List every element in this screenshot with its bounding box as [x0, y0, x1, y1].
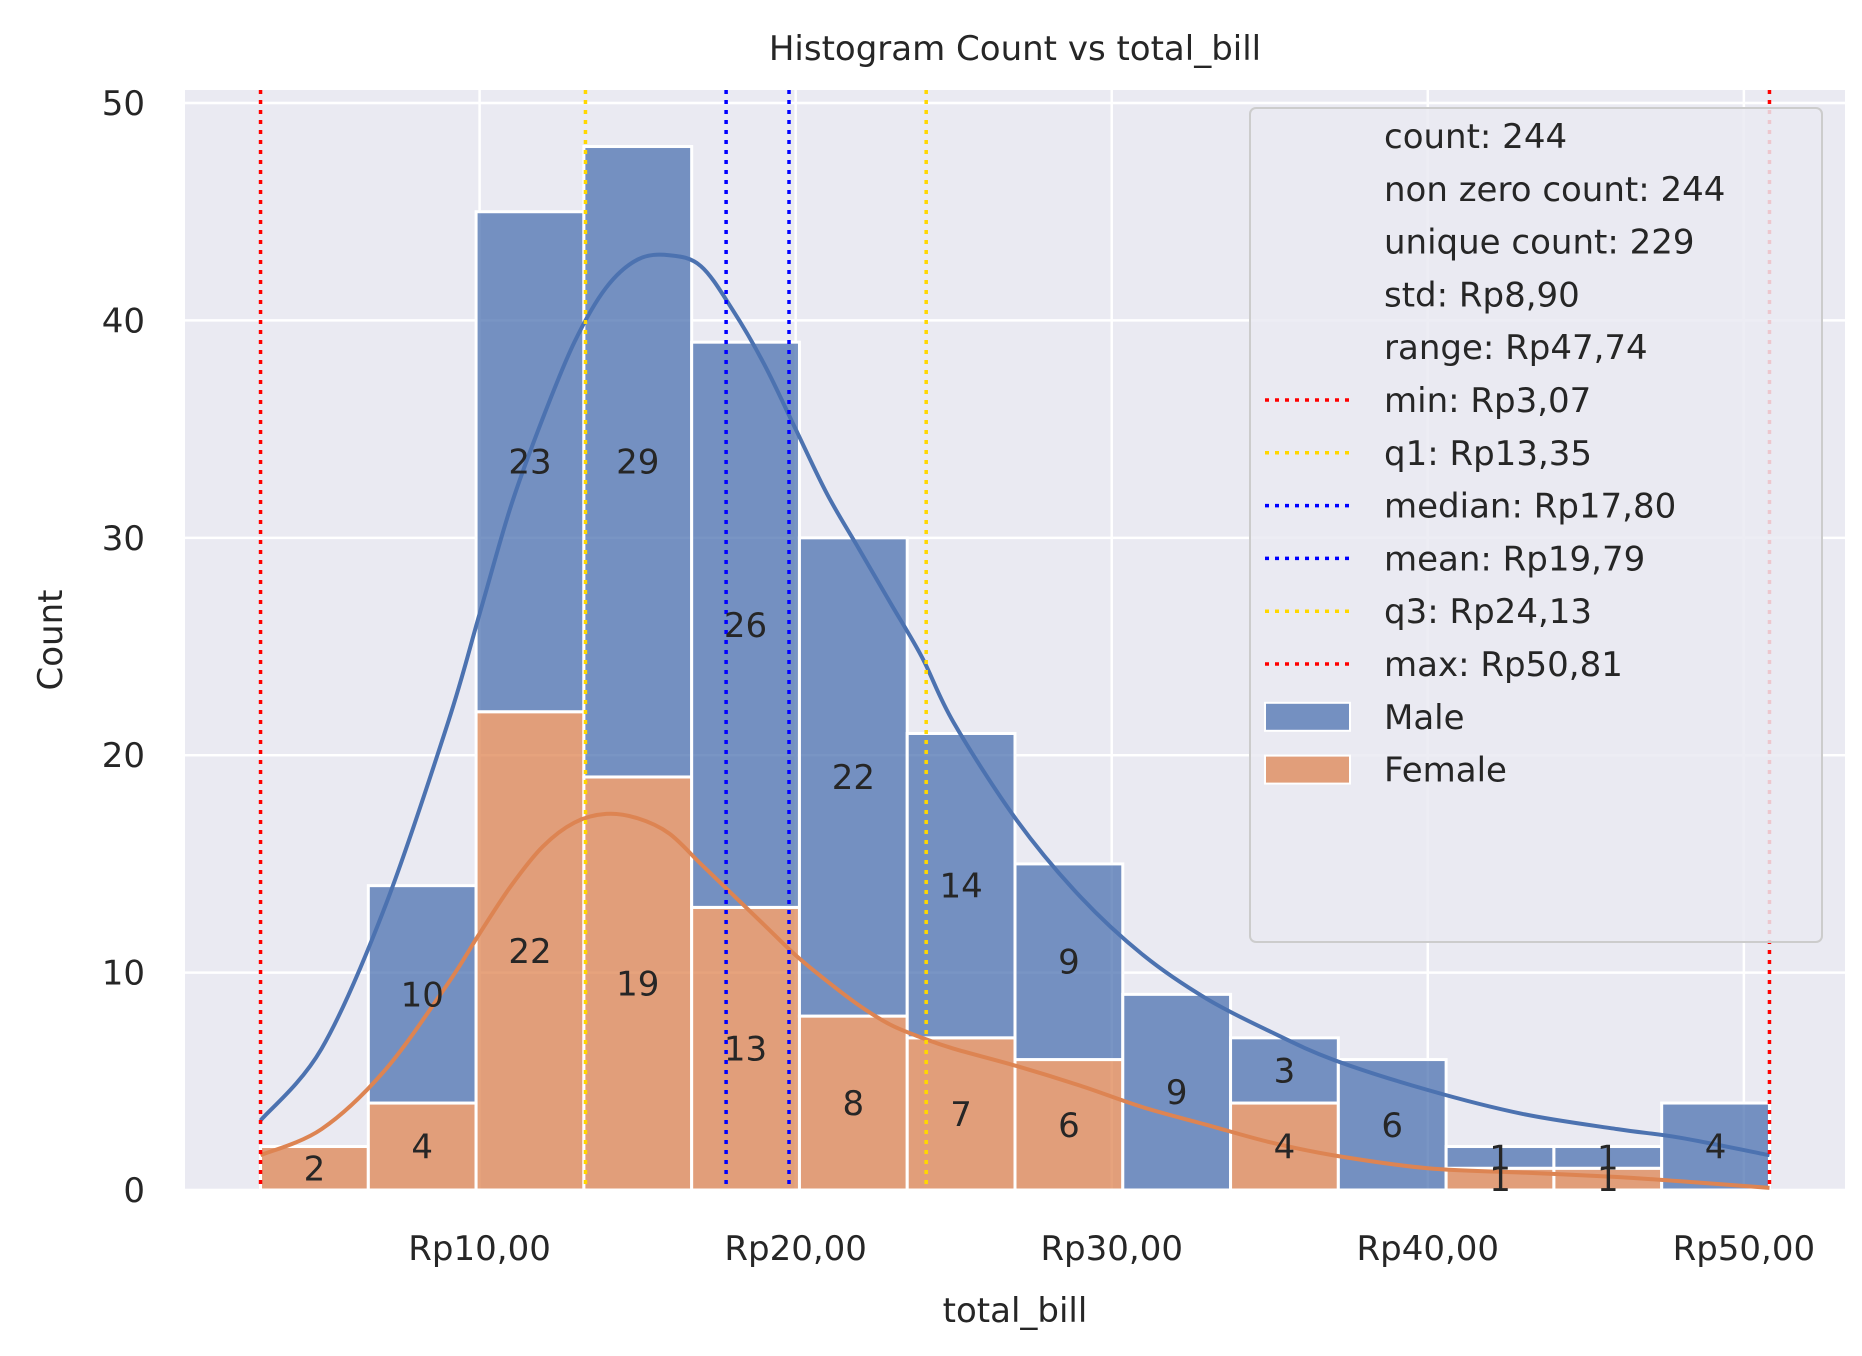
bar-label-female: 22	[508, 932, 551, 972]
bar-label-female: 19	[616, 964, 659, 1004]
bar-label-male: 1	[1597, 1138, 1619, 1178]
bar-label-male: 4	[1705, 1128, 1727, 1168]
legend-stat-entry: non zero count: 244	[1384, 170, 1725, 210]
ticks: 0 10 20 30 40 50 Rp10,00 Rp20,00 Rp30,00 Rp40,00 R…	[102, 84, 1815, 1269]
bar-female	[690, 905, 801, 1192]
bar-male	[690, 340, 801, 909]
bar-male	[1660, 1101, 1771, 1192]
bar-label-female: 4	[1274, 1128, 1296, 1168]
y-tick-label: 30	[102, 519, 145, 559]
x-tick-label: Rp30,00	[1040, 1229, 1183, 1269]
kde-curves	[259, 252, 1770, 1190]
chart-title: Histogram Count vs total_bill	[769, 29, 1261, 69]
legend-line-label: mean: Rp19,79	[1384, 539, 1645, 579]
legend-line-label: min: Rp3,07	[1384, 381, 1591, 421]
bar-label-male: 9	[1058, 943, 1080, 983]
bar-male	[1013, 862, 1125, 1062]
bar-label-male: 29	[616, 443, 659, 483]
legend-stat-entry: std: Rp8,90	[1384, 275, 1580, 315]
bar-label-female: 4	[411, 1128, 433, 1168]
legend-stat-entry: unique count: 229	[1384, 223, 1694, 263]
bar-male	[1121, 992, 1233, 1192]
bar-label-female: 8	[843, 1084, 865, 1124]
bar-male	[1229, 1036, 1340, 1105]
bar-label-male: 23	[508, 443, 551, 483]
legend-patch-swatch	[1264, 754, 1351, 785]
legend: count: 244 non zero count: 244 unique coun…	[1249, 107, 1823, 943]
y-tick-label: 0	[123, 1171, 145, 1211]
x-tick-label: Rp50,00	[1673, 1229, 1816, 1269]
bar-label-male: 14	[939, 867, 982, 907]
y-axis-label: Count	[31, 590, 71, 691]
x-tick-label: Rp40,00	[1357, 1229, 1500, 1269]
y-tick-label: 10	[102, 954, 145, 994]
bar-label-female: 2	[304, 1149, 326, 1189]
x-tick-label: Rp10,00	[408, 1229, 551, 1269]
x-axis-label: total_bill	[943, 1291, 1088, 1331]
y-tick-label: 50	[102, 84, 145, 124]
bar-label-female: 13	[724, 1030, 767, 1070]
y-tick-label: 20	[102, 736, 145, 776]
legend-patch-swatch	[1264, 701, 1351, 732]
bar-label-male: 1	[1489, 1138, 1511, 1178]
bar-female	[797, 1014, 909, 1192]
legend-line-label: q1: Rp13,35	[1384, 434, 1592, 474]
kde-curve-male	[259, 252, 1770, 1158]
x-tick-label: Rp20,00	[724, 1229, 867, 1269]
bar-label-male: 10	[401, 975, 444, 1015]
bar-male	[582, 145, 694, 779]
bar-male	[797, 536, 909, 1018]
bar-label-male: 3	[1274, 1051, 1296, 1091]
legend-line-label: median: Rp17,80	[1384, 487, 1676, 527]
kde-curve-female	[259, 811, 1770, 1190]
legend-box	[1249, 107, 1823, 943]
bar-label-male: 22	[832, 758, 875, 798]
bar-label-female: 6	[1058, 1106, 1080, 1146]
bar-label-female: 1	[1597, 1160, 1619, 1200]
legend-stat-entry: range: Rp47,74	[1384, 328, 1648, 368]
legend-line-label: q3: Rp24,13	[1384, 592, 1592, 632]
legend-series-label: Female	[1384, 751, 1507, 791]
bar-label-male: 26	[724, 606, 767, 646]
legend-line-label: max: Rp50,81	[1384, 645, 1623, 685]
bar-male	[905, 731, 1017, 1040]
legend-stat-entry: count: 244	[1384, 117, 1567, 157]
bar-label-male: 9	[1166, 1073, 1188, 1113]
bar-label-female: 1	[1489, 1160, 1511, 1200]
legend-series-label: Male	[1384, 698, 1465, 738]
bar-label-female: 7	[950, 1095, 972, 1135]
bar-label-male: 6	[1381, 1106, 1403, 1146]
y-tick-label: 40	[102, 301, 145, 341]
